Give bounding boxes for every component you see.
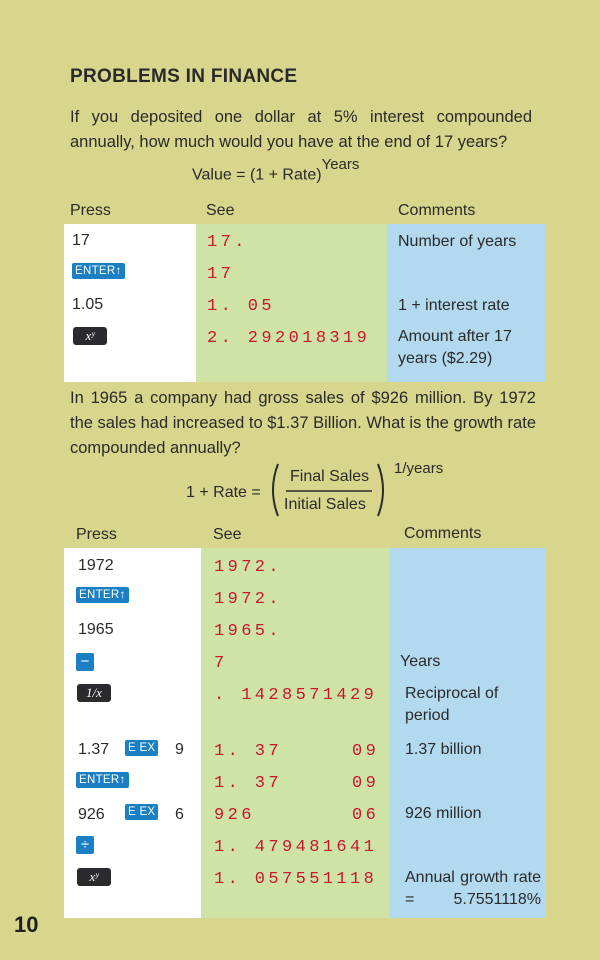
t2-press-panel — [64, 548, 201, 918]
t1-header-see: See — [206, 202, 235, 219]
enter-key: ENTER↑ — [76, 587, 129, 603]
divide-key: ÷ — [76, 836, 94, 854]
page-title: PROBLEMS IN FINANCE — [70, 66, 298, 87]
t2-display-8-exp: 06 — [352, 806, 380, 825]
t1-display-3: 1. 05 — [207, 297, 276, 316]
t2-press-926: 926 — [78, 806, 105, 823]
t2-header-press: Press — [76, 526, 117, 543]
formula2-exponent: 1/years — [394, 460, 444, 477]
fraction-parens — [272, 463, 384, 517]
t2-press-9: 9 — [175, 741, 184, 758]
t1-see-panel — [196, 224, 387, 382]
eex-key: E EX — [125, 804, 159, 820]
t2-comment-8: 926 million — [405, 805, 482, 822]
t2-display-8: 926 — [214, 806, 255, 825]
t2-display-9: 1. 479481641 — [214, 838, 378, 857]
enter-key: ENTER↑ — [72, 263, 125, 279]
formula1-left: Value = (1 + Rate) — [192, 166, 322, 184]
t2-comment-10: Annual growth rate = 5.7551118% — [405, 869, 541, 908]
t2-display-7-exp: 09 — [352, 774, 380, 793]
t2-press-1972: 1972 — [78, 557, 114, 574]
t2-display-10: 1. 057551118 — [214, 870, 378, 889]
t1-press-panel — [64, 224, 196, 382]
power-key: xʸ — [73, 327, 107, 345]
eex-key: E EX — [125, 740, 159, 756]
t2-press-1965: 1965 — [78, 621, 114, 638]
reciprocal-key: 1/x — [77, 684, 111, 702]
page-number: 10 — [14, 912, 39, 937]
minus-key: − — [76, 653, 94, 671]
formula2-left: 1 + Rate = — [186, 484, 261, 501]
t2-comment-6: 1.37 billion — [405, 741, 482, 758]
power-key: xʸ — [77, 868, 111, 886]
t1-press-17: 17 — [72, 232, 90, 249]
t1-display-2: 17 — [207, 265, 235, 284]
t2-see-panel — [201, 548, 389, 918]
t2-header-see: See — [213, 526, 242, 543]
t2-display-1: 1972. — [214, 558, 283, 577]
enter-key: ENTER↑ — [76, 772, 129, 788]
t1-comment-3: 1 + interest rate — [398, 297, 510, 314]
t1-display-1: 17. — [207, 233, 248, 252]
t2-press-137: 1.37 — [78, 741, 110, 758]
t2-comment-4: Years — [400, 653, 441, 670]
t2-press-6: 6 — [175, 806, 184, 823]
t1-header-comments: Comments — [398, 202, 476, 219]
t2-display-7: 1. 37 — [214, 774, 283, 793]
t2-display-4: 7 — [214, 654, 228, 673]
t2-display-6: 1. 37 — [214, 742, 283, 761]
problem2-text: In 1965 a company had gross sales of $92… — [70, 389, 536, 457]
t1-display-4: 2. 292018319 — [207, 329, 371, 348]
t2-comment-5: Reciprocal of period — [405, 685, 499, 724]
t1-header-press: Press — [70, 202, 111, 219]
t2-display-6-exp: 09 — [352, 742, 380, 761]
formula1-exponent: Years — [321, 156, 360, 173]
t2-display-5: . 1428571429 — [214, 686, 378, 705]
growth-formula: 1 + Rate = Final Sales Initial Sales 1/y… — [186, 458, 476, 520]
t2-display-2: 1972. — [214, 590, 283, 609]
formula2-denominator: Initial Sales — [284, 496, 366, 513]
problem1-text: If you deposited one dollar at 5% intere… — [70, 108, 532, 151]
t2-comments-panel — [389, 548, 546, 918]
formula2-numerator: Final Sales — [290, 468, 370, 485]
formula1: Value = (1 + Rate)Years — [192, 156, 359, 184]
t2-display-3: 1965. — [214, 622, 283, 641]
t1-press-105: 1.05 — [72, 296, 104, 313]
t1-comment-1: Number of years — [398, 233, 517, 250]
t1-comments-panel — [387, 224, 545, 382]
t1-comment-4: Amount after 17 years ($2.29) — [398, 328, 512, 367]
t2-header-comments: Comments — [404, 525, 482, 542]
